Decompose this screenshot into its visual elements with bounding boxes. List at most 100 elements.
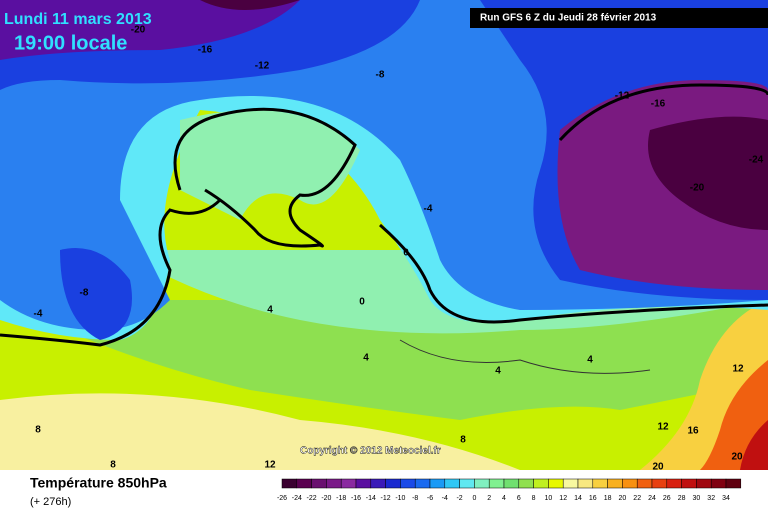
- legend-tick-label: -2: [456, 495, 462, 502]
- color-legend: -26 -24 -22 -20 -18 -16 -14 -12 -10 -8 -6 -4 -2 0 2 4 6 8…: [277, 478, 742, 502]
- legend-swatch: [681, 478, 697, 489]
- legend-tick-label: 32: [707, 495, 715, 502]
- legend-swatch: [311, 478, 327, 489]
- contour-label: -4: [424, 204, 433, 215]
- contour-label: -20: [131, 25, 146, 36]
- legend-swatch: [636, 478, 653, 489]
- legend-tick-label: 30: [693, 495, 701, 502]
- field-title: Température 850hPa: [30, 475, 167, 491]
- legend-tick-label: 0: [472, 495, 476, 502]
- legend-tick-label: 14: [574, 495, 582, 502]
- contour-label: -8: [80, 288, 89, 299]
- legend-swatch: [651, 478, 668, 489]
- contour-label: 16: [687, 426, 699, 437]
- contour-label: -16: [198, 45, 213, 56]
- legend-swatch: [400, 478, 416, 489]
- legend-swatch: [622, 478, 638, 489]
- legend-swatch: [281, 478, 298, 489]
- legend-swatch: [548, 478, 564, 489]
- legend-tick-label: -6: [427, 495, 433, 502]
- contour-label: 12: [264, 460, 276, 471]
- contour-label: -4: [34, 309, 43, 320]
- legend-tick-label: 20: [619, 495, 627, 502]
- contour-label: 12: [732, 364, 744, 375]
- legend-swatch: [459, 478, 475, 489]
- legend-tick-label: 26: [663, 495, 671, 502]
- map: [0, 0, 768, 470]
- legend-tick-label: -26: [277, 495, 287, 502]
- legend-tick-label: 6: [517, 495, 521, 502]
- legend-swatch: [710, 478, 727, 489]
- legend-swatch: [607, 478, 623, 489]
- run-info: Run GFS 6 Z du Jeudi 28 février 2013: [480, 13, 657, 24]
- legend-swatch: [385, 478, 401, 489]
- contour-label: 0: [403, 248, 409, 259]
- contour-label: -20: [690, 183, 705, 194]
- contour-label: 20: [652, 462, 664, 473]
- contour-label: 12: [657, 422, 669, 433]
- legend-tick-label: 8: [532, 495, 536, 502]
- contour-label: -16: [651, 99, 666, 110]
- contour-label: 4: [587, 355, 593, 366]
- legend-swatch: [340, 478, 357, 489]
- legend-swatch: [326, 478, 342, 489]
- legend-tick-label: 16: [589, 495, 597, 502]
- legend-swatch: [577, 478, 594, 489]
- legend-swatch: [725, 478, 742, 489]
- legend-tick-label: 22: [633, 495, 641, 502]
- contour-label: 8: [460, 435, 466, 446]
- legend-tick-label: -4: [442, 495, 448, 502]
- legend-swatch: [518, 478, 534, 489]
- contour-labels: -20 -16 -12 -8 -12 -16 -24 -20 -4 0 -8 -4 4 0 4 4 4 8 8 12 8…: [34, 25, 764, 473]
- run-box: [470, 8, 768, 28]
- legend-tick-label: 10: [545, 495, 553, 502]
- legend-swatch: [592, 478, 608, 489]
- contour-label: -12: [255, 61, 270, 72]
- legend-swatch: [488, 478, 505, 489]
- contour-label: 0: [359, 297, 365, 308]
- legend-tick-label: 4: [502, 495, 506, 502]
- contour-label: 4: [267, 305, 273, 316]
- lead-time: (+ 276h): [30, 496, 71, 508]
- legend-tick-label: -22: [307, 495, 317, 502]
- legend-swatch: [474, 478, 490, 489]
- legend-tick-label: 28: [678, 495, 686, 502]
- contour-label: -8: [376, 70, 385, 81]
- contour-label: 20: [731, 452, 743, 463]
- legend-tick-label: 12: [559, 495, 567, 502]
- legend-tick-label: -10: [395, 495, 405, 502]
- valid-date: Lundi 11 mars 2013: [4, 11, 152, 28]
- contour-label: 4: [495, 366, 501, 377]
- legend-swatch: [296, 478, 312, 489]
- legend-swatch: [562, 478, 579, 489]
- legend-swatch: [429, 478, 446, 489]
- legend-tick-label: 24: [648, 495, 656, 502]
- contour-label: -12: [615, 91, 630, 102]
- contour-label: 8: [110, 460, 116, 471]
- legend-tick-label: -20: [321, 495, 331, 502]
- legend-swatch: [533, 478, 549, 489]
- legend-tick-label: -14: [366, 495, 376, 502]
- legend-tick-label: -16: [351, 495, 361, 502]
- legend-tick-label: -8: [412, 495, 418, 502]
- copyright: Copyright © 2012 Meteociel.fr: [300, 446, 441, 457]
- contour-label: 8: [35, 425, 41, 436]
- contour-label: -24: [749, 155, 764, 166]
- legend-tick-label: 18: [604, 495, 612, 502]
- footer: [0, 470, 768, 512]
- legend-swatch: [414, 478, 431, 489]
- legend-swatch: [696, 478, 712, 489]
- legend-tick-label: -18: [336, 495, 346, 502]
- legend-swatch: [444, 478, 460, 489]
- legend-swatch: [666, 478, 682, 489]
- legend-swatch: [355, 478, 372, 489]
- contour-label: 4: [363, 353, 369, 364]
- valid-time: 19:00 locale: [14, 32, 127, 54]
- legend-tick-label: 2: [487, 495, 491, 502]
- legend-tick-label: 34: [722, 495, 730, 502]
- legend-tick-label: -24: [292, 495, 302, 502]
- legend-swatch: [370, 478, 386, 489]
- legend-tick-label: -12: [381, 495, 391, 502]
- legend-swatch: [503, 478, 520, 489]
